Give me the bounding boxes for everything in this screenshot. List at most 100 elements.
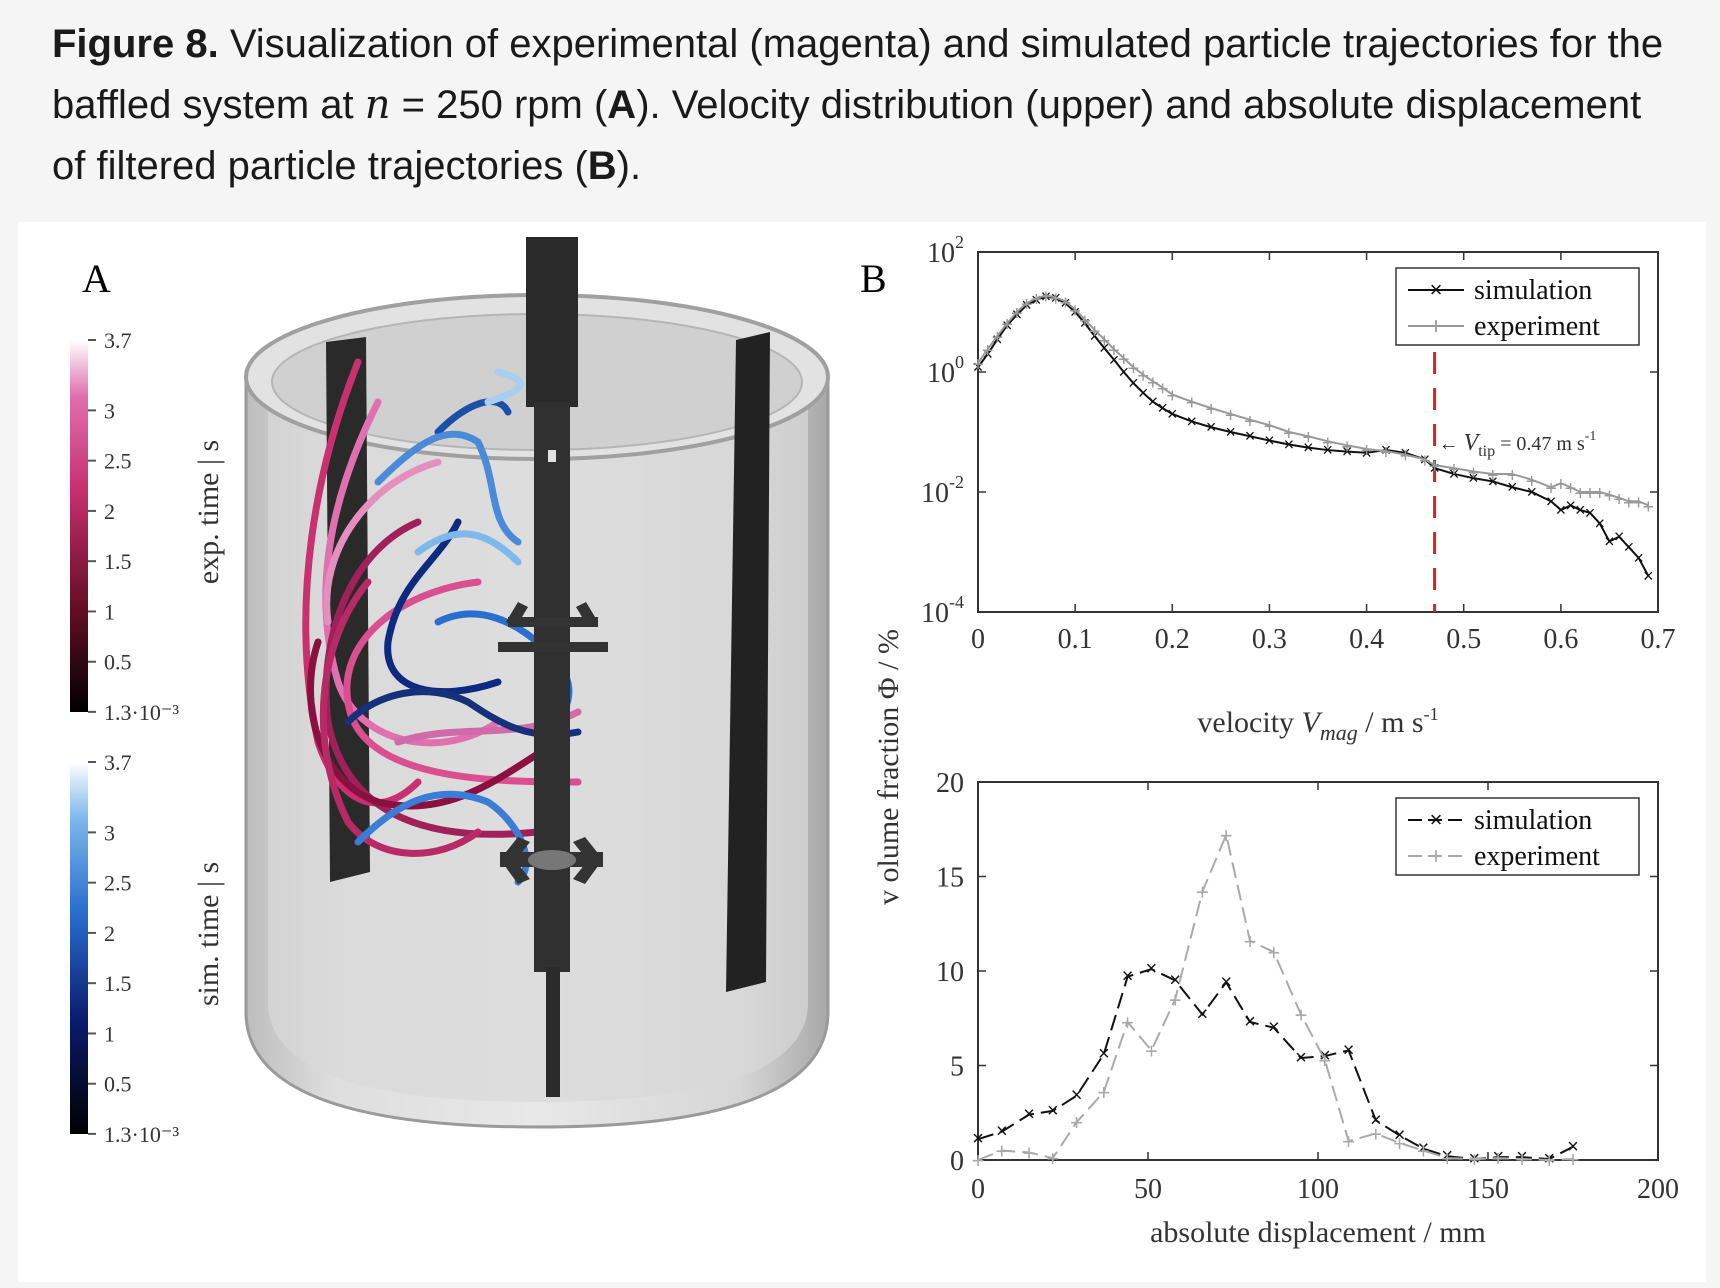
data-point-experiment: + bbox=[1623, 492, 1635, 514]
data-point-experiment: + bbox=[1441, 1146, 1454, 1171]
data-point-simulation: × bbox=[1400, 443, 1411, 463]
shaft-marker bbox=[548, 450, 556, 462]
data-point-simulation: × bbox=[1429, 458, 1440, 478]
data-point-simulation: × bbox=[1342, 442, 1353, 462]
data-point-simulation: × bbox=[992, 329, 1003, 349]
data-point-simulation: × bbox=[1245, 426, 1256, 446]
data-point-simulation: × bbox=[1516, 1146, 1528, 1168]
data-point-simulation: × bbox=[1012, 305, 1023, 325]
data-point-simulation: × bbox=[1361, 443, 1372, 463]
x-tick-label: 0.6 bbox=[1543, 624, 1578, 655]
chart-bottom-legend: × simulation + experiment bbox=[1395, 797, 1640, 876]
x-tick-label: 0.4 bbox=[1349, 624, 1384, 655]
data-point-simulation: × bbox=[1225, 422, 1236, 442]
data-point-simulation: × bbox=[1244, 1011, 1256, 1033]
data-point-experiment: + bbox=[1205, 399, 1217, 421]
x-tick-label: 0.1 bbox=[1058, 624, 1093, 655]
data-point-experiment: + bbox=[1417, 1139, 1430, 1164]
data-point-simulation: × bbox=[1220, 971, 1232, 993]
data-point-simulation: × bbox=[1186, 411, 1197, 431]
shaft-top bbox=[526, 237, 578, 407]
data-point-experiment: + bbox=[1244, 411, 1256, 433]
data-point-simulation: × bbox=[1449, 464, 1460, 484]
legend-label-experiment: experiment bbox=[1474, 311, 1600, 342]
data-point-simulation: × bbox=[1138, 383, 1149, 403]
exp-trajectory bbox=[323, 458, 442, 626]
series-line-experiment bbox=[977, 831, 1574, 1162]
colorbar-sim: 3.7 3 2.5 2 1.5 1 0.5 1.3·10⁻³ sim. time | s bbox=[70, 750, 225, 1147]
shaft bbox=[534, 402, 570, 972]
data-point-simulation: × bbox=[1118, 362, 1129, 382]
data-point-experiment: + bbox=[1145, 1038, 1158, 1063]
data-point-experiment: + bbox=[1322, 432, 1334, 454]
panel-a-label: A bbox=[82, 256, 111, 301]
data-point-experiment: + bbox=[1295, 1002, 1308, 1027]
caption-text-3: ). Velocity distribution (upper) and abs… bbox=[52, 83, 1642, 188]
data-point-simulation: × bbox=[1295, 1047, 1307, 1069]
y-tick-label: 102 bbox=[927, 232, 964, 269]
data-point-simulation: × bbox=[1643, 566, 1654, 586]
data-point-experiment: + bbox=[1516, 1147, 1529, 1172]
data-point-experiment: + bbox=[1070, 1110, 1083, 1135]
data-point-experiment: + bbox=[1419, 450, 1431, 472]
chart-top-xlabel-unit: / m s bbox=[1358, 706, 1424, 739]
data-point-experiment: + bbox=[1604, 486, 1616, 508]
data-point-experiment: + bbox=[1393, 1131, 1406, 1156]
colorbar-exp: 3.7 3 2.5 2 1.5 1 0.5 1.3·10⁻³ exp. time | s bbox=[70, 328, 225, 725]
data-point-simulation: × bbox=[1098, 1043, 1110, 1065]
data-point-experiment: + bbox=[1196, 880, 1209, 905]
data-point-experiment: + bbox=[1545, 478, 1557, 500]
data-point-simulation: × bbox=[982, 344, 993, 364]
chart-top-xlabel: velocity Vmag / m s-1 bbox=[1197, 704, 1438, 745]
data-point-simulation: × bbox=[1585, 503, 1596, 523]
data-point-simulation: × bbox=[1624, 537, 1635, 557]
data-point-experiment: + bbox=[1468, 1147, 1481, 1172]
data-point-simulation: × bbox=[1157, 398, 1168, 418]
data-point-simulation: × bbox=[1614, 527, 1625, 547]
x-tick-label: 50 bbox=[1134, 1174, 1162, 1205]
data-point-simulation: × bbox=[1526, 482, 1537, 502]
data-point-experiment: + bbox=[1487, 465, 1499, 487]
data-point-simulation: × bbox=[1169, 969, 1181, 991]
data-point-experiment: + bbox=[1543, 1148, 1556, 1173]
data-point-experiment: + bbox=[1089, 321, 1101, 343]
y-tick-label: 10 bbox=[936, 957, 964, 988]
data-point-experiment: + bbox=[1429, 456, 1441, 478]
data-point-experiment: + bbox=[1555, 474, 1567, 496]
y-tick-label: 10-4 bbox=[921, 592, 964, 629]
data-point-experiment: + bbox=[1565, 478, 1577, 500]
data-point-experiment: + bbox=[1169, 987, 1182, 1012]
data-point-simulation: × bbox=[1128, 373, 1139, 393]
data-point-experiment: + bbox=[995, 1139, 1008, 1164]
colorbar-tick-label: 0.5 bbox=[104, 1072, 132, 1097]
data-point-experiment: + bbox=[992, 327, 1004, 349]
data-point-simulation: × bbox=[1197, 1003, 1209, 1025]
data-point-experiment: + bbox=[1244, 929, 1257, 954]
data-point-experiment: + bbox=[1121, 1010, 1134, 1035]
colorbar-sim-gradient bbox=[70, 762, 88, 1134]
data-point-experiment: + bbox=[1633, 492, 1645, 514]
data-point-experiment: + bbox=[1118, 349, 1130, 371]
data-point-simulation: × bbox=[1567, 1136, 1579, 1158]
data-point-simulation: × bbox=[1507, 477, 1518, 497]
panel-b-label: B bbox=[860, 256, 887, 301]
data-point-simulation: × bbox=[1148, 392, 1159, 412]
figure-caption: Figure 8. Visualization of experimental … bbox=[52, 14, 1672, 197]
data-point-simulation: × bbox=[1633, 548, 1644, 568]
data-point-experiment: + bbox=[1584, 483, 1596, 505]
series-line-simulation bbox=[977, 295, 1650, 577]
x-tick-label: 0.5 bbox=[1446, 624, 1481, 655]
data-point-experiment: + bbox=[1040, 286, 1052, 308]
v-tip-sub: tip bbox=[1478, 443, 1495, 460]
x-tick-label: 200 bbox=[1637, 1174, 1679, 1205]
legend-label-simulation: simulation bbox=[1474, 805, 1592, 836]
series-line-experiment bbox=[977, 294, 1649, 507]
data-point-experiment: + bbox=[972, 1148, 985, 1173]
data-point-experiment: + bbox=[1642, 496, 1654, 518]
x-tick-label: 100 bbox=[1297, 1174, 1339, 1205]
data-point-experiment: + bbox=[1023, 1140, 1036, 1165]
colorbar-tick-label: 3 bbox=[104, 398, 115, 423]
data-point-simulation: × bbox=[1319, 1045, 1331, 1067]
data-point-simulation: × bbox=[1122, 966, 1134, 988]
